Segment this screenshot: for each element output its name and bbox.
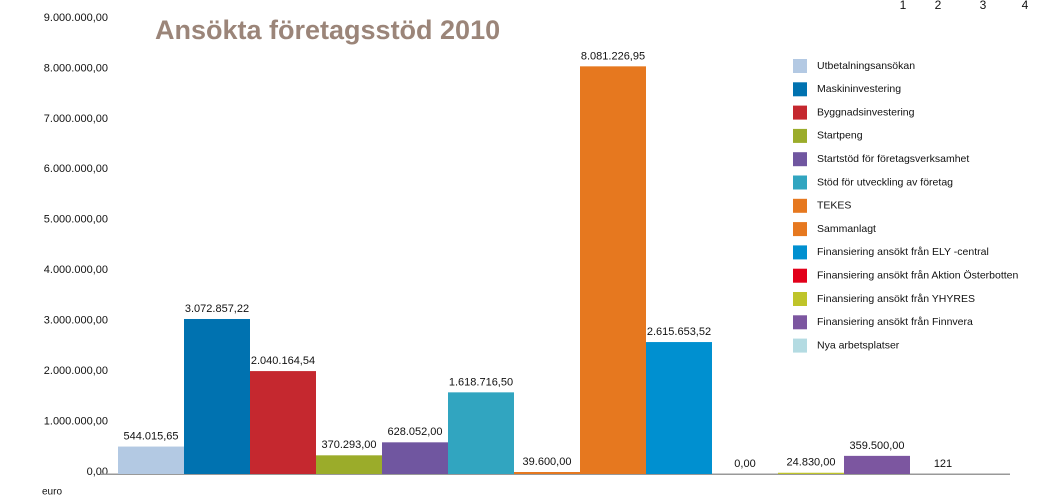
legend-label: TEKES — [817, 200, 851, 212]
value-label: 359.500,00 — [849, 440, 904, 452]
bar — [646, 342, 712, 474]
legend-swatch — [793, 245, 807, 260]
legend-label: Byggnadsinvestering — [817, 106, 915, 118]
legend-swatch — [793, 338, 807, 353]
value-label: 1.618.716,50 — [449, 376, 513, 388]
bar — [184, 318, 250, 474]
chart-title: Ansökta företagsstöd 2010 — [155, 15, 500, 45]
legend-label: Startpeng — [817, 130, 863, 142]
legend-label: Finansiering ansökt från ELY -central — [817, 246, 989, 258]
legend-swatch — [793, 198, 807, 213]
legend-swatch — [793, 82, 807, 97]
value-label: 628.052,00 — [387, 426, 442, 438]
y-tick-label: 6.000.000,00 — [44, 163, 108, 175]
y-tick-label: 4.000.000,00 — [44, 264, 108, 276]
value-label: 24.830,00 — [787, 457, 836, 469]
corner-label: 1 — [900, 0, 907, 12]
legend-swatch — [793, 222, 807, 237]
legend-swatch — [793, 292, 807, 306]
y-tick-label: 7.000.000,00 — [44, 113, 108, 125]
bar — [514, 472, 580, 474]
value-label: 2.040.164,54 — [251, 355, 315, 367]
y-tick-label: 3.000.000,00 — [44, 315, 108, 327]
legend-label: Finansiering ansökt från Finnvera — [817, 316, 973, 328]
legend-label: Stöd för utveckling av företag — [817, 176, 953, 188]
bar — [448, 392, 514, 474]
bar — [382, 442, 448, 474]
corner-label: 2 — [935, 0, 942, 12]
legend-swatch — [793, 315, 807, 330]
value-label: 121 — [934, 458, 952, 470]
bar — [580, 66, 646, 475]
legend-label: Nya arbetsplatser — [817, 339, 900, 351]
legend-swatch — [793, 268, 807, 283]
legend-label: Sammanlagt — [817, 223, 876, 235]
corner-label: 3 — [980, 0, 987, 12]
value-label: 0,00 — [734, 458, 755, 470]
y-tick-label: 5.000.000,00 — [44, 214, 108, 226]
legend-swatch — [793, 128, 807, 143]
y-tick-label: 9.000.000,00 — [44, 12, 108, 24]
bar — [118, 446, 184, 474]
bar — [778, 472, 844, 474]
bar — [844, 455, 910, 474]
value-label: 3.072.857,22 — [185, 303, 249, 315]
legend-label: Maskininvestering — [817, 83, 901, 95]
legend-label: Utbetalningsansökan — [817, 60, 915, 72]
legend-label: Startstöd för företagsverksamhet — [817, 153, 969, 165]
y-tick-label: 0,00 — [87, 466, 108, 478]
value-label: 2.615.653,52 — [647, 326, 711, 338]
value-label: 39.600,00 — [523, 456, 572, 468]
y-tick-label: 2.000.000,00 — [44, 365, 108, 377]
corner-label: 4 — [1022, 0, 1029, 12]
legend-swatch — [793, 105, 807, 120]
legend-label: Finansiering ansökt från Aktion Österbot… — [817, 269, 1019, 281]
bar — [316, 455, 382, 474]
value-label: 544.015,65 — [123, 430, 178, 442]
legend-label: Finansiering ansökt från YHYRES — [817, 293, 975, 305]
y-tick-label: 1.000.000,00 — [44, 415, 108, 427]
legend-swatch — [793, 152, 807, 167]
legend-swatch — [793, 59, 807, 73]
value-label: 8.081.226,95 — [581, 50, 645, 62]
legend-swatch — [793, 175, 807, 190]
value-label: 370.293,00 — [321, 439, 376, 451]
y-tick-label: 8.000.000,00 — [44, 62, 108, 74]
bar — [250, 371, 316, 474]
y-axis-label: euro — [42, 487, 62, 498]
